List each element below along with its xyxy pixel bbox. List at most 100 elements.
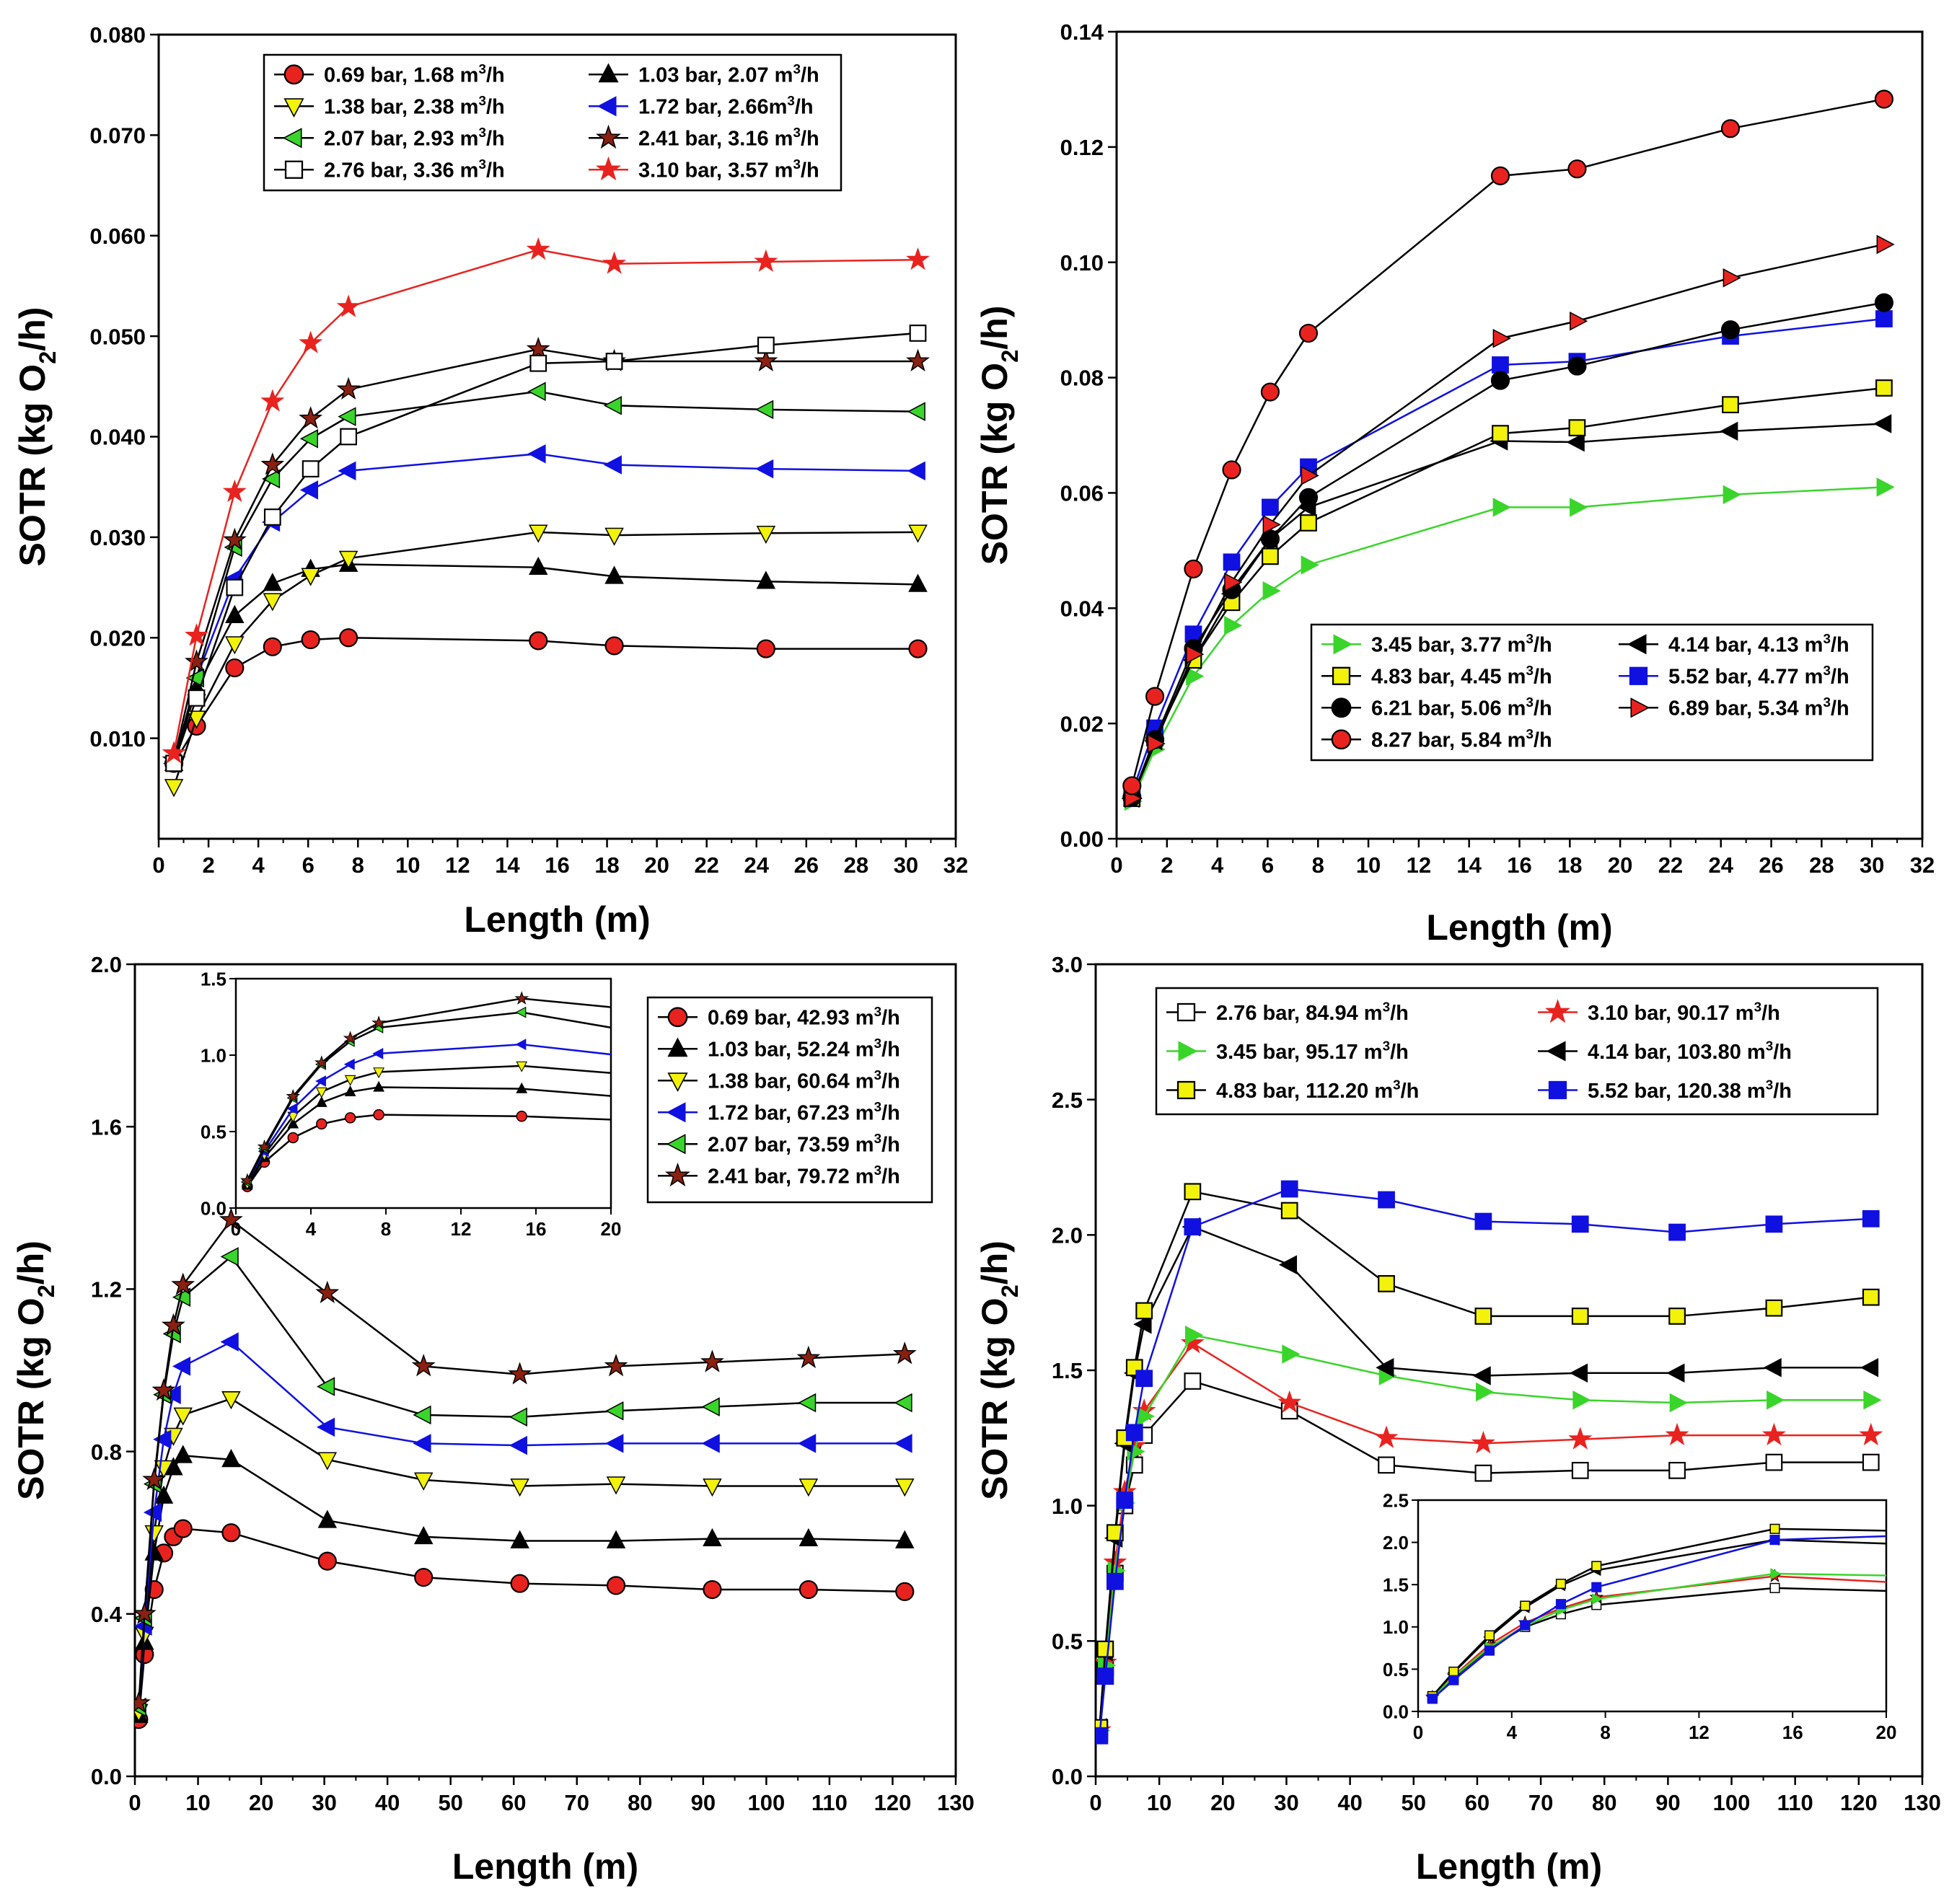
data-point	[605, 1434, 624, 1453]
data-point	[221, 1391, 241, 1410]
inset-x-tick-label: 8	[1600, 1722, 1610, 1743]
data-point	[1720, 421, 1738, 441]
data-point	[299, 406, 323, 429]
data-point	[701, 1434, 720, 1453]
legend-marker	[667, 1072, 688, 1093]
data-point	[1492, 356, 1509, 374]
y-tick-label: 1.6	[91, 1114, 122, 1140]
data-point	[316, 1377, 335, 1396]
data-point	[135, 1601, 157, 1624]
x-tick-label: 70	[565, 1790, 589, 1815]
legend-unit: /h	[1831, 666, 1849, 689]
data-point	[338, 407, 356, 426]
inset-chart: 0 4 8 12 16 20 0.0 0.5 1.0 1.5 2.0 2.5	[1383, 1489, 1897, 1743]
inset-chart: 0 4 8 12 16 20 0.0 0.5 1.0 1.5	[201, 968, 622, 1240]
legend-unit: /h	[1831, 697, 1849, 720]
series-line	[1099, 1190, 1871, 1728]
legend-unit-sup: 3	[478, 157, 485, 172]
legend-pressure: 3.45 bar,	[1216, 1041, 1306, 1064]
data-point	[151, 1378, 176, 1401]
series-line	[172, 531, 918, 787]
x-tick-label: 22	[694, 852, 718, 878]
legend-marker	[667, 1037, 688, 1057]
data-point	[798, 1528, 819, 1547]
inset-y-tick-label: 0.0	[1383, 1701, 1409, 1722]
legend-box	[1155, 987, 1879, 1116]
inset-data-point	[1769, 1535, 1780, 1546]
data-point	[1668, 1461, 1686, 1479]
data-point	[894, 1393, 912, 1413]
legend-marker	[1332, 666, 1351, 685]
y-tick-label: 0.8	[91, 1440, 122, 1465]
data-point	[225, 604, 245, 623]
y-tick-label: 0.5	[1052, 1628, 1083, 1654]
data-point	[701, 1397, 720, 1416]
inset-data-point	[1520, 1620, 1531, 1631]
x-tick-label: 30	[1860, 852, 1884, 878]
data-point	[1668, 1223, 1686, 1241]
data-point	[1135, 1302, 1153, 1320]
inset-data-point	[286, 1088, 301, 1103]
legend-item: 6.89 bar, 5.34 m3/h	[1619, 695, 1849, 720]
legend-unit: /h	[1390, 1002, 1409, 1025]
data-point	[1476, 1382, 1495, 1402]
data-point	[1665, 1422, 1689, 1446]
x-tick-label: 14	[495, 852, 520, 878]
x-tick-label: 0	[152, 852, 164, 878]
legend-unit: /h	[1401, 1080, 1420, 1103]
x-tick-label: 10	[1356, 852, 1381, 878]
inset-y-tick-label: 2.0	[1383, 1532, 1409, 1553]
legend-unit: /h	[486, 159, 505, 182]
legend-unit: /h	[1534, 729, 1552, 752]
legend-flow: 73.59 m	[797, 1134, 874, 1157]
x-tick-label: 0	[1110, 852, 1122, 878]
data-point	[221, 1523, 241, 1543]
data-point	[1184, 559, 1203, 579]
data-point	[603, 455, 622, 475]
y-axis-label-main: SOTR (kg O	[11, 1297, 51, 1500]
legend-label: 1.38 bar, 60.64 m3/h	[708, 1067, 900, 1093]
x-tick-label: 18	[1557, 852, 1582, 878]
inset-data-point	[257, 1139, 272, 1153]
data-point	[172, 1357, 191, 1376]
data-point	[1180, 1331, 1205, 1354]
legend-unit: /h	[1831, 634, 1849, 657]
data-point	[603, 396, 622, 415]
legend-box	[646, 996, 933, 1204]
series-line	[172, 248, 918, 754]
y-tick-label: 2.5	[1052, 1088, 1083, 1113]
data-point	[605, 353, 623, 370]
y-axis-label: SOTR (kg O2/h)	[974, 306, 1023, 565]
y-tick-label: 0.04	[1060, 596, 1104, 621]
inset-x-tick-label: 16	[526, 1218, 547, 1240]
legend-flow: 120.38 m	[1677, 1080, 1766, 1103]
data-point	[1765, 1453, 1783, 1471]
data-point	[299, 429, 318, 449]
x-tick-label: 20	[1608, 852, 1632, 878]
x-tick-label: 8	[1312, 852, 1324, 878]
x-tick-label: 120	[874, 1790, 912, 1815]
legend-item: 1.38 bar, 60.64 m3/h	[658, 1067, 900, 1093]
data-point	[1301, 555, 1319, 575]
legend-pressure: 4.14 bar,	[1668, 634, 1758, 657]
data-point	[338, 461, 356, 481]
inset-data-point	[344, 1075, 356, 1086]
legend-item: 6.21 bar, 5.06 m3/h	[1321, 695, 1552, 720]
data-point	[1761, 1422, 1786, 1446]
x-tick-label: 70	[1528, 1790, 1553, 1815]
legend-label: 1.03 bar, 52.24 m3/h	[708, 1036, 900, 1062]
inset-series-line	[1431, 1572, 1886, 1698]
data-point	[527, 444, 546, 464]
data-point	[153, 1429, 172, 1449]
legend-unit: /h	[1534, 697, 1552, 720]
legend-unit-sup: 3	[874, 1163, 881, 1178]
x-tick-label: 90	[1655, 1790, 1680, 1815]
legend-item: 4.14 bar, 4.13 m3/h	[1619, 631, 1849, 657]
inset-data-point	[1555, 1599, 1566, 1610]
data-point	[756, 525, 776, 545]
inset-x-tick-label: 12	[1689, 1722, 1710, 1743]
legend-pressure: 1.72 bar,	[638, 96, 728, 119]
legend-item: 3.10 bar, 3.57 m3/h	[589, 156, 819, 182]
y-axis-label-main: SOTR (kg O	[974, 1297, 1015, 1500]
legend-flow: 2.38 m	[413, 96, 478, 119]
